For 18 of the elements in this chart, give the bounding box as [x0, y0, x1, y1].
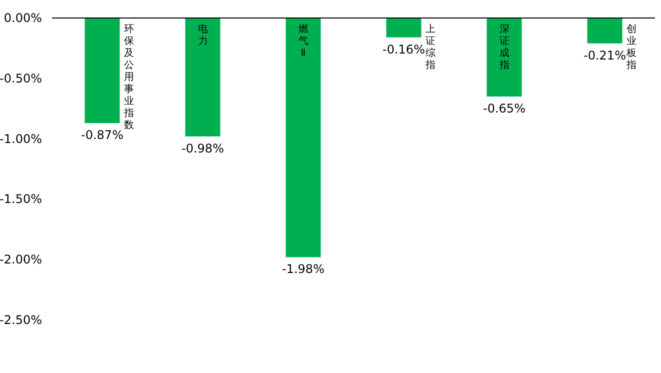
x-tick-label: 深证成指 — [498, 23, 510, 71]
data-label: -0.98% — [182, 141, 224, 156]
x-tick-label: 创业板指 — [625, 23, 636, 71]
y-tick-label: -0.50% — [0, 71, 42, 86]
y-tick-label: -1.00% — [0, 132, 42, 146]
y-tick-label: 0.00% — [4, 11, 42, 25]
category-label: 环保及公用事业指数 — [124, 24, 134, 131]
data-label: -0.21% — [584, 48, 626, 62]
x-tick-label: 燃气Ⅱ — [298, 23, 308, 59]
y-tick-label: -2.00% — [0, 252, 42, 267]
data-label: -1.98% — [282, 262, 324, 276]
data-label: -0.65% — [483, 102, 526, 116]
y-tick-label: -2.50% — [0, 313, 42, 327]
data-label: -0.87% — [81, 128, 124, 142]
data-label: -0.16% — [382, 42, 425, 56]
x-tick-label: 上证综指 — [424, 23, 436, 71]
x-tick-label: 电力 — [198, 23, 208, 47]
y-tick-label: -1.50% — [0, 192, 42, 206]
